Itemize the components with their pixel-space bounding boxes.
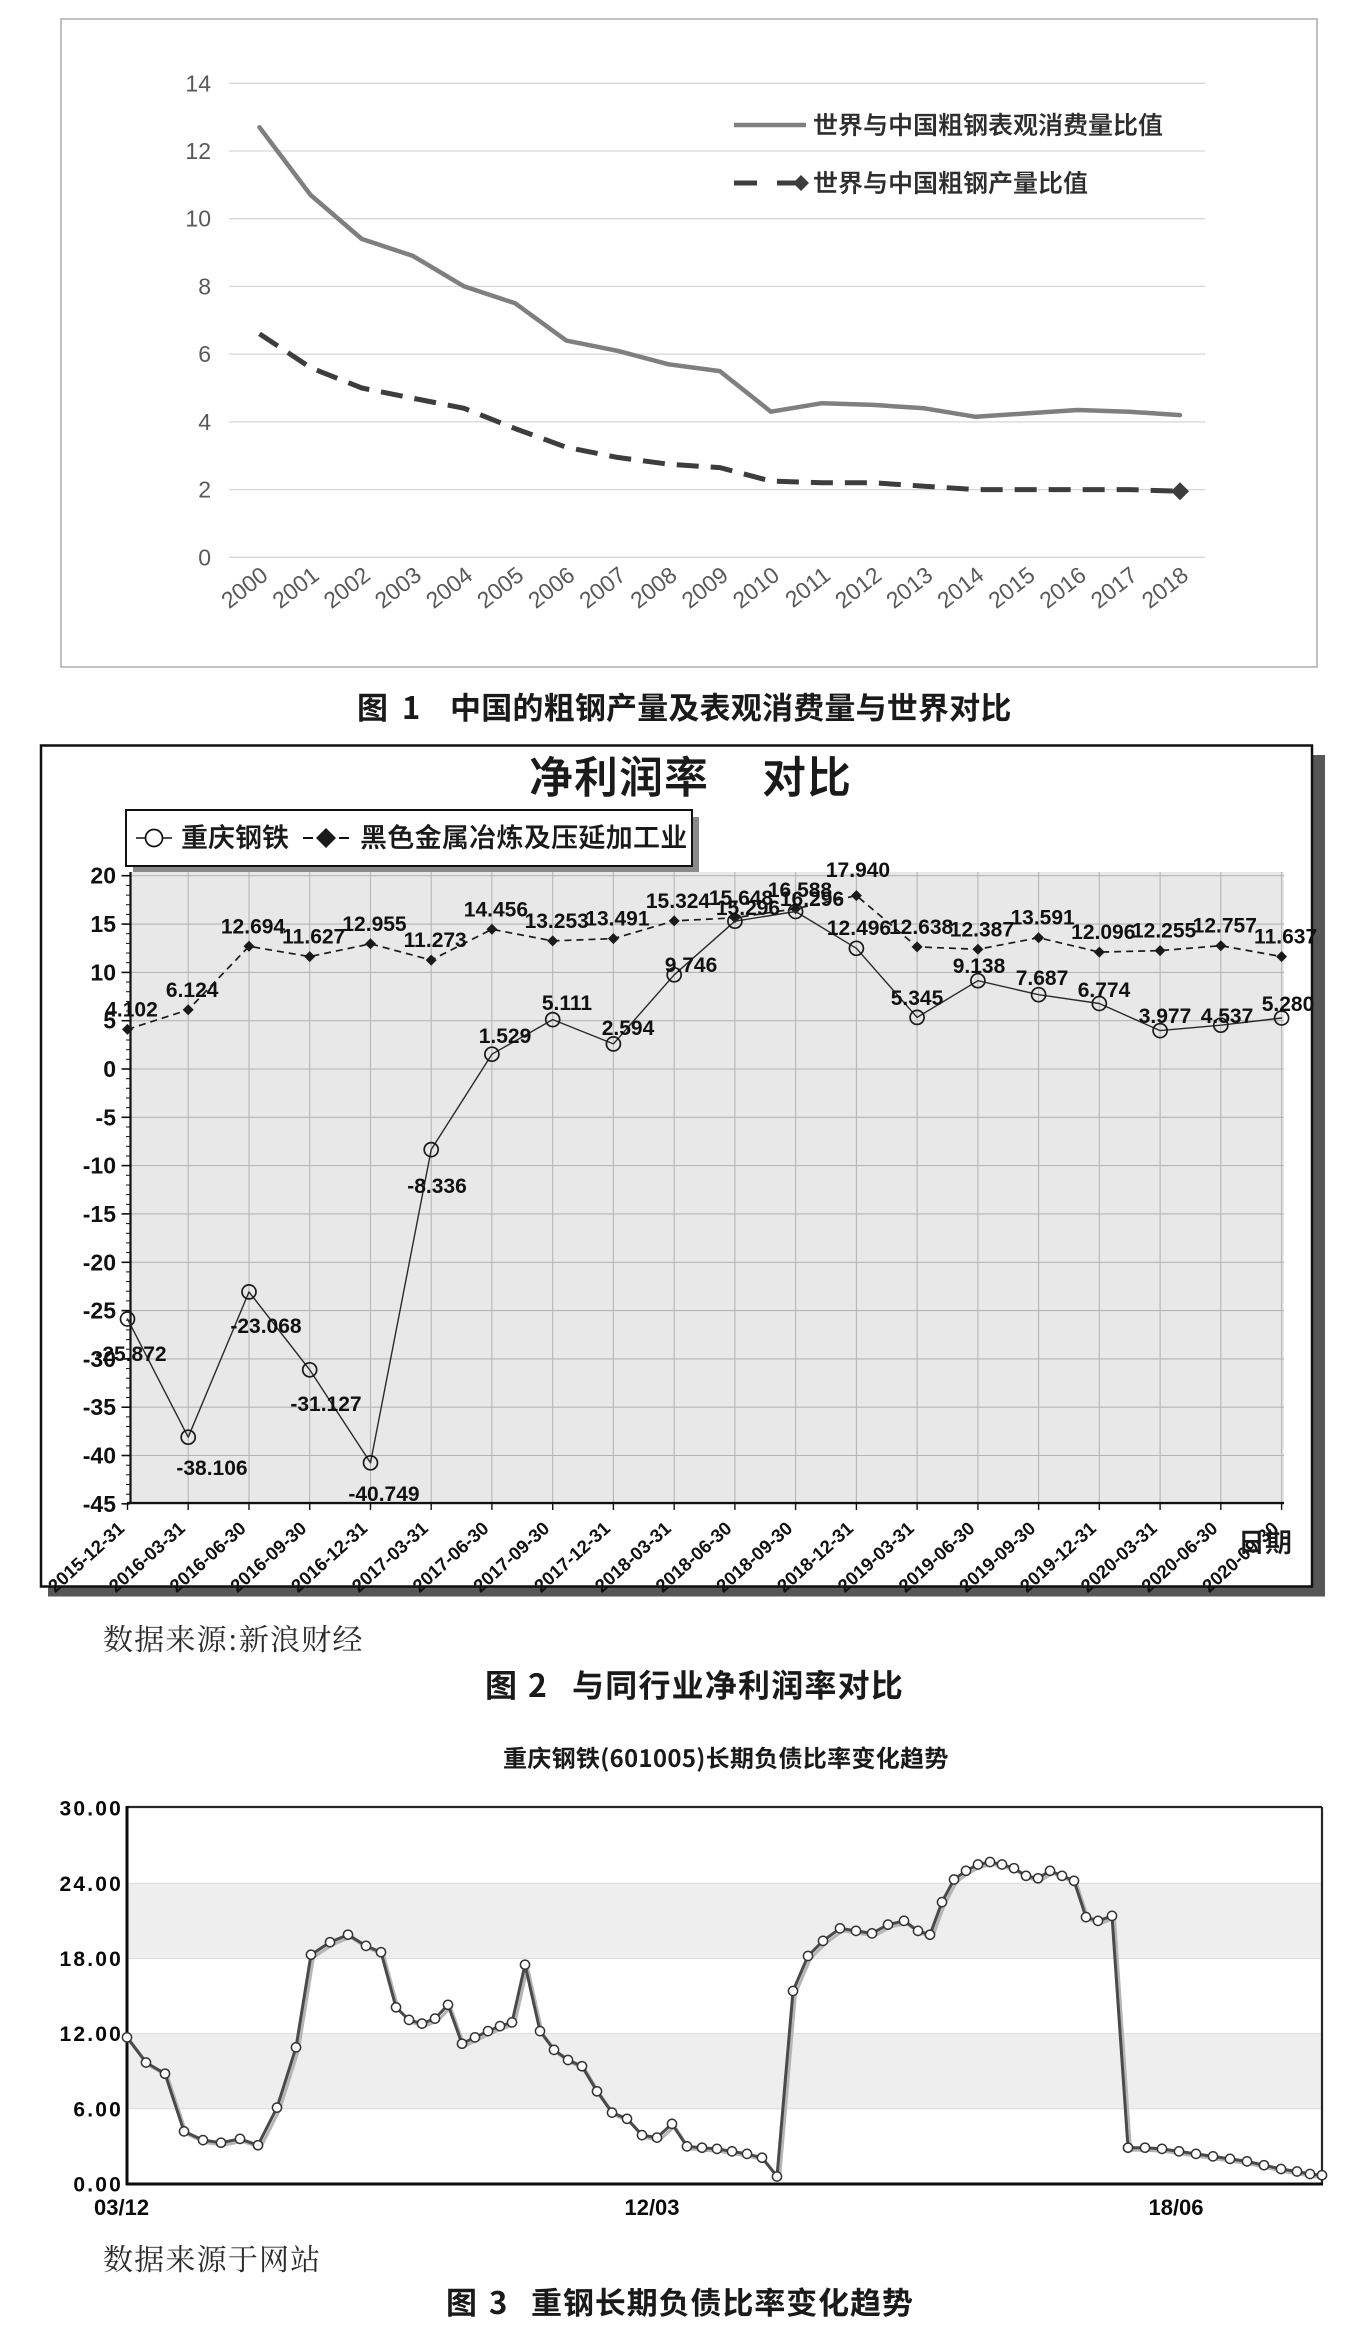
svg-text:-45: -45	[83, 1491, 116, 1517]
svg-text:20: 20	[90, 863, 116, 889]
svg-text:-8.336: -8.336	[407, 1175, 467, 1198]
svg-text:11.637: 11.637	[1254, 926, 1317, 949]
svg-text:6: 6	[198, 341, 211, 367]
svg-text:12.694: 12.694	[221, 915, 286, 938]
svg-text:12.638: 12.638	[889, 916, 954, 939]
svg-text:-25: -25	[83, 1298, 116, 1324]
svg-text:0: 0	[103, 1056, 116, 1082]
svg-text:11.273: 11.273	[404, 929, 467, 952]
svg-text:16.296: 16.296	[780, 888, 844, 911]
svg-text:12.00: 12.00	[59, 2023, 123, 2046]
svg-text:16.588: 16.588	[768, 879, 833, 902]
svg-text:-20: -20	[83, 1249, 116, 1275]
svg-text:15.324: 15.324	[646, 890, 711, 913]
svg-text:-23.068: -23.068	[230, 1315, 302, 1338]
svg-text:6.124: 6.124	[166, 979, 219, 1002]
svg-text:9.746: 9.746	[665, 954, 718, 977]
svg-text:14: 14	[185, 70, 211, 96]
svg-text:10: 10	[185, 206, 211, 232]
svg-text:-38.106: -38.106	[176, 1457, 247, 1480]
svg-text:30.00: 30.00	[59, 1798, 123, 1821]
svg-text:2.594: 2.594	[602, 1017, 655, 1040]
svg-text:5.345: 5.345	[891, 987, 944, 1010]
svg-text:13.253: 13.253	[525, 910, 589, 933]
svg-text:12.496: 12.496	[827, 917, 891, 940]
svg-text:12: 12	[185, 138, 211, 164]
svg-text:5.280: 5.280	[1262, 993, 1315, 1016]
svg-text:-15: -15	[83, 1201, 116, 1227]
svg-text:-35: -35	[83, 1394, 116, 1420]
svg-text:15.648: 15.648	[709, 887, 774, 910]
svg-text:4.102: 4.102	[105, 998, 158, 1021]
svg-text:-40.749: -40.749	[348, 1483, 419, 1506]
svg-text:0.00: 0.00	[73, 2174, 123, 2197]
svg-text:11.627: 11.627	[282, 926, 345, 949]
svg-text:4: 4	[198, 409, 211, 435]
svg-text:12.757: 12.757	[1193, 915, 1257, 938]
svg-text:15: 15	[90, 911, 116, 937]
svg-text:12.255: 12.255	[1132, 920, 1197, 943]
svg-text:6.774: 6.774	[1078, 979, 1131, 1002]
svg-text:9.138: 9.138	[953, 955, 1006, 978]
svg-text:-40: -40	[83, 1443, 116, 1469]
svg-text:-10: -10	[83, 1153, 116, 1179]
svg-text:-31.127: -31.127	[290, 1393, 361, 1416]
svg-text:14.456: 14.456	[464, 898, 528, 921]
svg-text:18.00: 18.00	[59, 1948, 123, 1971]
svg-text:12.387: 12.387	[950, 918, 1014, 941]
svg-text:17.940: 17.940	[826, 859, 890, 882]
svg-text:18/06: 18/06	[1148, 2195, 1203, 2220]
svg-text:13.491: 13.491	[585, 908, 650, 931]
svg-text:7.687: 7.687	[1016, 967, 1069, 990]
svg-text:13.591: 13.591	[1010, 907, 1075, 930]
svg-text:8: 8	[198, 273, 211, 299]
svg-text:2: 2	[198, 477, 211, 503]
svg-text:03/12: 03/12	[94, 2195, 149, 2220]
svg-text:3.977: 3.977	[1139, 1005, 1192, 1028]
svg-text:-5: -5	[96, 1104, 117, 1130]
svg-text:0: 0	[198, 544, 211, 570]
svg-text:12.096: 12.096	[1071, 921, 1135, 944]
svg-text:15.296: 15.296	[716, 897, 780, 920]
svg-text:4.537: 4.537	[1201, 1005, 1254, 1028]
svg-text:-25.872: -25.872	[95, 1343, 166, 1366]
svg-text:10: 10	[90, 959, 116, 985]
svg-text:-30: -30	[83, 1346, 116, 1372]
svg-text:5: 5	[103, 1008, 116, 1034]
svg-text:24.00: 24.00	[59, 1873, 123, 1896]
svg-text:12/03: 12/03	[624, 2195, 679, 2220]
svg-text:6.00: 6.00	[73, 2098, 123, 2121]
svg-text:1.529: 1.529	[479, 1025, 532, 1048]
svg-text:5.111: 5.111	[542, 992, 593, 1015]
svg-text:12.955: 12.955	[342, 913, 407, 936]
